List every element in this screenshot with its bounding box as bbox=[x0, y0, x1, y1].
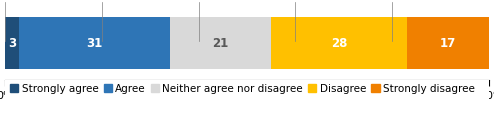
Bar bbox=[19, 17, 169, 69]
Bar bbox=[271, 17, 407, 69]
Text: 31: 31 bbox=[86, 37, 103, 50]
Text: 3: 3 bbox=[8, 37, 16, 50]
Text: 17: 17 bbox=[440, 37, 456, 50]
Bar bbox=[5, 17, 19, 69]
Text: 28: 28 bbox=[331, 37, 347, 50]
Bar bbox=[407, 17, 489, 69]
Text: 21: 21 bbox=[212, 37, 229, 50]
Legend: Strongly agree, Agree, Neither agree nor disagree, Disagree, Strongly disagree: Strongly agree, Agree, Neither agree nor… bbox=[10, 84, 475, 94]
Bar bbox=[169, 17, 271, 69]
